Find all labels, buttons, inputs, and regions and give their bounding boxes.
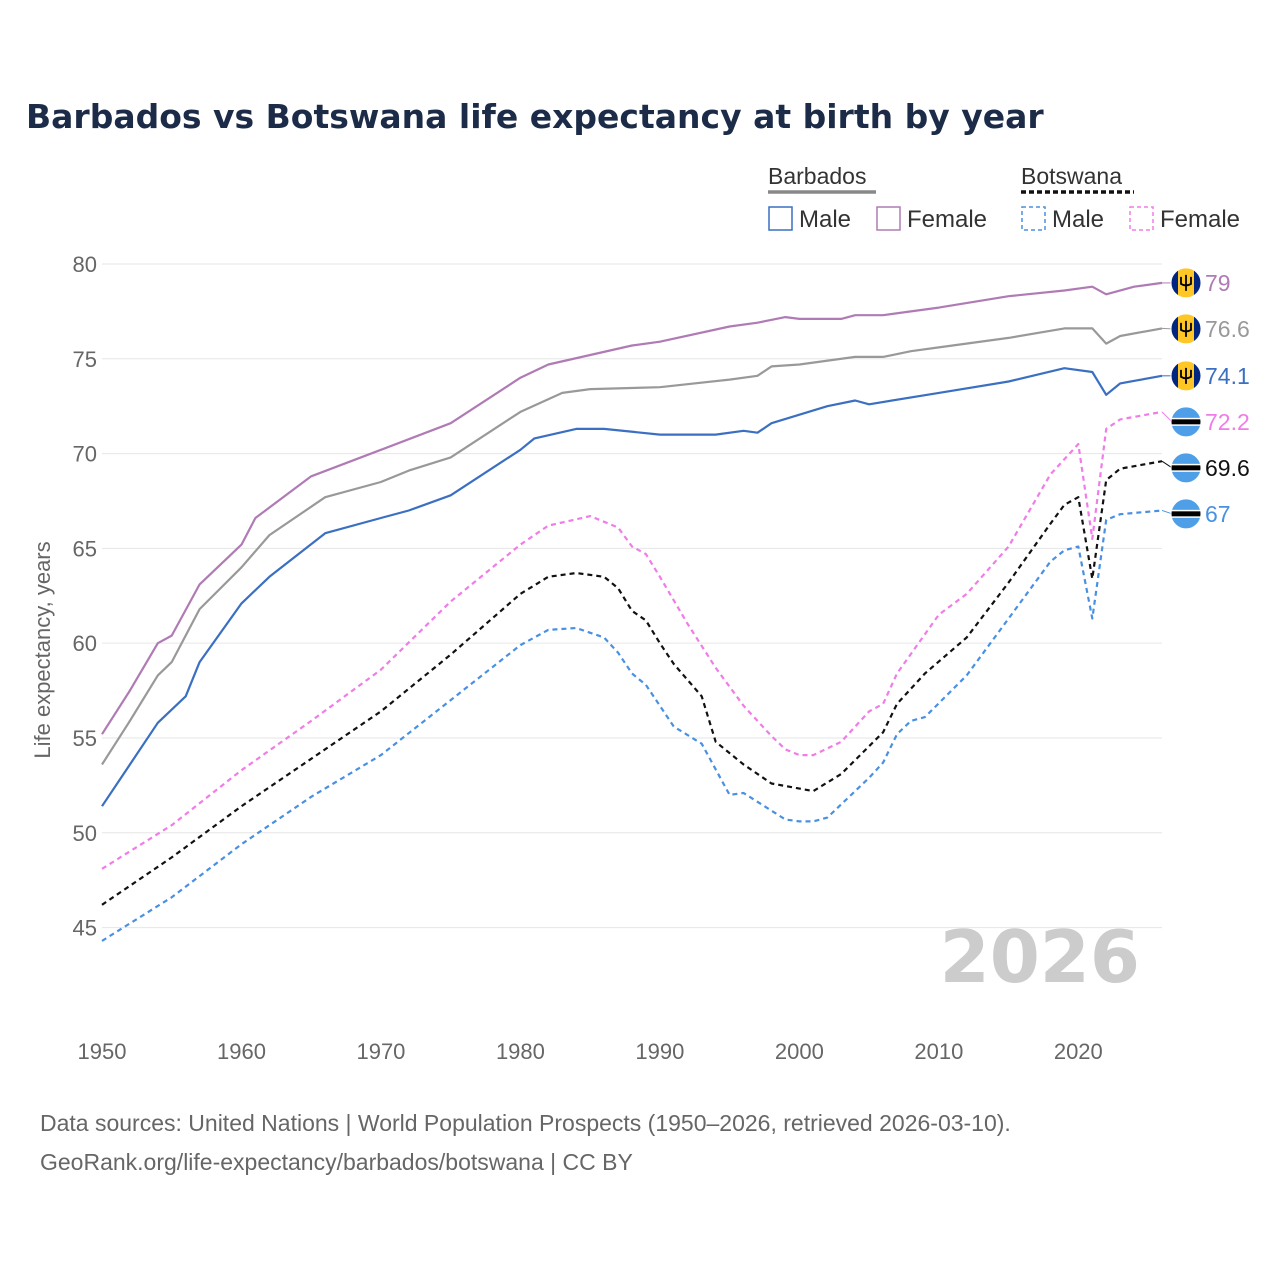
- botswana-flag-icon: [1171, 453, 1201, 483]
- x-tick-label: 2010: [914, 1039, 963, 1064]
- legend-swatch: [1130, 207, 1153, 230]
- y-tick-label: 65: [73, 536, 97, 561]
- x-tick-label: 2020: [1054, 1039, 1103, 1064]
- x-tick-label: 1970: [356, 1039, 405, 1064]
- botswana-flag-icon: [1171, 499, 1201, 529]
- gridlines: [102, 264, 1162, 928]
- y-tick-label: 60: [73, 631, 97, 656]
- y-tick-label: 80: [73, 252, 97, 277]
- y-axis-label: Life expectancy, years: [30, 541, 55, 758]
- legend-item-male: Male: [799, 206, 851, 233]
- legend-item-male: Male: [1052, 206, 1104, 233]
- end-value-label: 76.6: [1205, 316, 1250, 342]
- legend-item-female: Female: [1160, 206, 1240, 233]
- legend-group-barbados: Barbados: [768, 163, 866, 189]
- series-line-botswana-female: [102, 412, 1162, 869]
- legend-swatch: [877, 207, 900, 230]
- x-tick-label: 1950: [78, 1039, 127, 1064]
- end-label-leader: [1162, 461, 1172, 468]
- end-labels: 79 76.6 74.1 72.2 69.6 67: [1162, 268, 1250, 529]
- end-value-label: 74.1: [1205, 363, 1250, 389]
- series-line-botswana-both: [102, 461, 1162, 905]
- barbados-flag-icon: [1171, 314, 1201, 344]
- year-watermark: 2026: [940, 915, 1140, 999]
- barbados-flag-icon: [1171, 361, 1201, 391]
- end-label-leader: [1162, 510, 1172, 513]
- botswana-flag-icon: [1171, 407, 1201, 437]
- legend-swatch: [1022, 207, 1045, 230]
- life-expectancy-chart: Barbados vs Botswana life expectancy at …: [0, 0, 1280, 1280]
- y-tick-label: 50: [73, 821, 97, 846]
- x-axis: 1950 1960 1970 1980 1990 2000 2010 2020: [78, 1039, 1103, 1064]
- series-line-botswana-male: [102, 511, 1162, 941]
- data-source-note: Data sources: United Nations | World Pop…: [40, 1110, 1011, 1136]
- series-line-barbados-male: [102, 368, 1162, 806]
- legend-item-female: Female: [907, 206, 987, 233]
- legend: Barbados Male Female Botswana Male Female: [768, 163, 1240, 233]
- end-label-leader: [1162, 412, 1172, 422]
- x-tick-label: 1960: [217, 1039, 266, 1064]
- legend-swatch: [769, 207, 792, 230]
- end-value-label: 79: [1205, 270, 1231, 296]
- x-tick-label: 2000: [775, 1039, 824, 1064]
- series-line-barbados-female: [102, 283, 1162, 734]
- y-tick-label: 75: [73, 347, 97, 372]
- source-url: GeoRank.org/life-expectancy/barbados/bot…: [40, 1149, 633, 1175]
- barbados-flag-icon: [1171, 268, 1201, 298]
- y-tick-label: 45: [73, 916, 97, 941]
- x-tick-label: 1980: [496, 1039, 545, 1064]
- end-value-label: 72.2: [1205, 409, 1250, 435]
- y-tick-label: 70: [73, 442, 97, 467]
- end-value-label: 67: [1205, 501, 1231, 527]
- y-axis: 45 50 55 60 65 70 75 80: [73, 252, 97, 941]
- legend-group-botswana: Botswana: [1021, 163, 1122, 189]
- end-value-label: 69.6: [1205, 455, 1250, 481]
- chart-title: Barbados vs Botswana life expectancy at …: [26, 97, 1044, 136]
- series-lines: [102, 283, 1162, 941]
- y-tick-label: 55: [73, 726, 97, 751]
- x-tick-label: 1990: [635, 1039, 684, 1064]
